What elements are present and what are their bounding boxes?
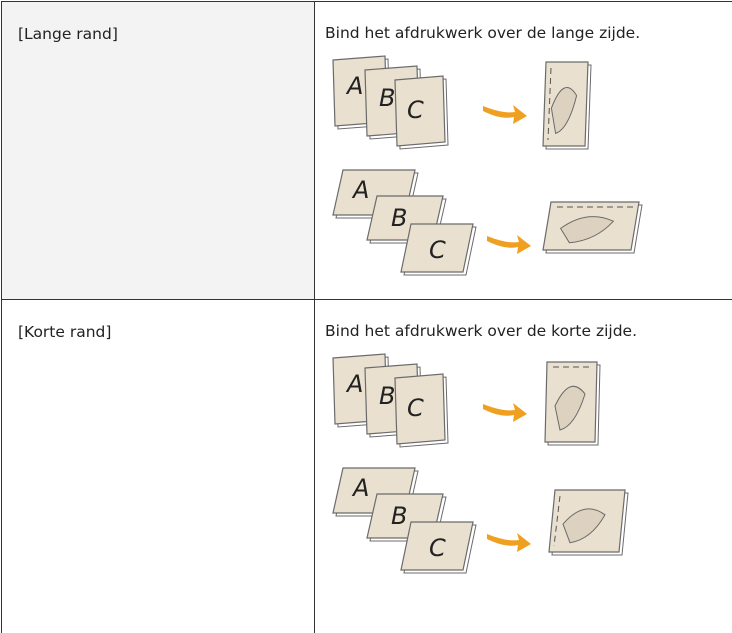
label: [Korte rand] bbox=[18, 323, 112, 341]
binding-edge bbox=[547, 67, 552, 141]
description-cell: Bind het afdrukwerk over de lange zijde.… bbox=[314, 1, 732, 300]
page-letter: A bbox=[351, 474, 369, 502]
curled-page bbox=[554, 385, 586, 431]
label-cell: [Korte rand] bbox=[1, 299, 315, 633]
page-letter: B bbox=[379, 382, 395, 410]
page-letter: A bbox=[345, 72, 363, 100]
curled-page bbox=[550, 87, 578, 135]
arrow bbox=[487, 533, 531, 552]
page bbox=[400, 521, 474, 571]
page-letter: C bbox=[429, 236, 446, 264]
page bbox=[394, 75, 446, 147]
label-cell: [Lange rand] bbox=[1, 1, 315, 300]
arrow bbox=[483, 403, 527, 422]
label: [Lange rand] bbox=[18, 25, 118, 43]
page bbox=[400, 223, 474, 273]
table-row: [Lange rand] Bind het afdrukwerk over de… bbox=[1, 1, 732, 300]
page bbox=[394, 373, 446, 445]
page-letter: B bbox=[391, 204, 407, 232]
page-letter: C bbox=[429, 534, 446, 562]
page-letter: A bbox=[351, 176, 369, 204]
arrow bbox=[483, 105, 527, 124]
table-row: [Korte rand] Bind het afdrukwerk over de… bbox=[1, 299, 732, 633]
binding-edge bbox=[553, 495, 561, 547]
curled-page bbox=[559, 216, 615, 244]
page-letter: C bbox=[407, 394, 424, 422]
description: Bind het afdrukwerk over de korte zijde. bbox=[325, 322, 638, 340]
page-letter: B bbox=[379, 84, 395, 112]
page-letter: C bbox=[407, 96, 424, 124]
arrow bbox=[487, 235, 531, 254]
description: Bind het afdrukwerk over de lange zijde. bbox=[325, 24, 641, 42]
curled-page bbox=[562, 508, 606, 544]
page-letter: B bbox=[391, 502, 407, 530]
description-cell: Bind het afdrukwerk over de korte zijde.… bbox=[314, 299, 732, 633]
page-letter: A bbox=[345, 370, 363, 398]
